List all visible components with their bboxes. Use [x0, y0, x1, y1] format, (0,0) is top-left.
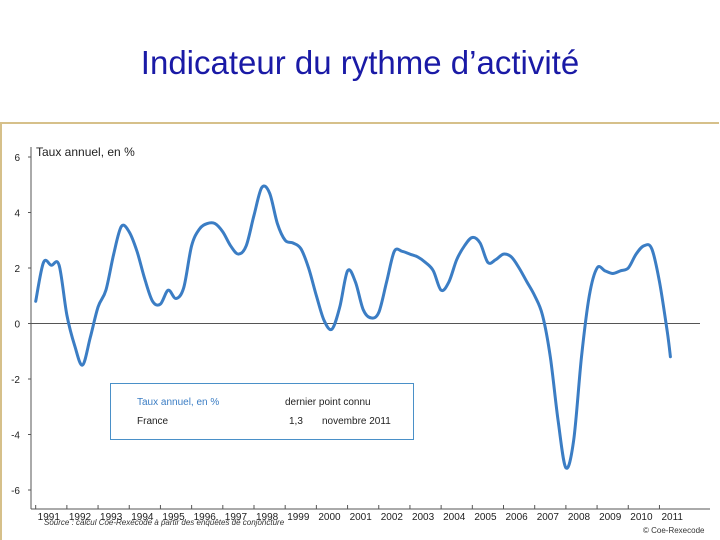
x-tick-label: 1996 — [194, 512, 217, 523]
x-tick-label: 1997 — [225, 512, 248, 523]
y-tick-label: -6 — [11, 486, 20, 497]
y-tick-label: 4 — [14, 209, 20, 220]
legend-last-date: novembre 2011 — [322, 416, 391, 427]
x-tick-label: 2002 — [381, 512, 404, 523]
x-tick-label: 2004 — [443, 512, 466, 523]
legend-header-last-point: dernier point connu — [285, 397, 371, 408]
copyright-credit: © Coe-Rexecode — [643, 526, 705, 535]
x-tick-label: 2009 — [599, 512, 622, 523]
slide-title: Indicateur du rythme d’activité — [140, 44, 580, 81]
source-note: Source : calcul Coe-Rexecode à partir de… — [44, 518, 285, 527]
x-tick-label: 2000 — [318, 512, 341, 523]
y-tick-label: -2 — [11, 375, 20, 386]
chart-frame — [0, 122, 719, 540]
legend-series-name: France — [137, 416, 169, 427]
y-tick-label: 6 — [14, 153, 20, 164]
x-tick-label: 1993 — [100, 512, 123, 523]
chart-axes — [30, 147, 710, 510]
y-tick-label: 2 — [14, 264, 20, 275]
x-tick-label: 1995 — [162, 512, 185, 523]
y-axis-label: Taux annuel, en % — [36, 145, 135, 159]
x-tick-label: 2011 — [661, 512, 683, 523]
x-tick-label: 2001 — [350, 512, 373, 523]
x-tick-label: 1992 — [69, 512, 92, 523]
x-tick-labels: 1991 1992 1993 1994 1995 1996 1997 1998 1999 2000… — [35, 505, 683, 523]
chart-series — [34, 184, 672, 470]
x-tick-label: 2010 — [630, 512, 653, 523]
y-tick-labels: 6 4 2 0 -2 -4 -6 — [11, 153, 31, 497]
series-line-france — [34, 184, 672, 470]
legend-header-series: Taux annuel, en % — [137, 397, 220, 408]
y-tick-label: -4 — [11, 431, 20, 442]
x-tick-label: 2003 — [412, 512, 435, 523]
x-tick-label: 2008 — [568, 512, 591, 523]
legend-last-value: 1,3 — [289, 416, 303, 427]
x-tick-label: 1998 — [256, 512, 279, 523]
x-tick-label: 1999 — [287, 512, 310, 523]
x-tick-label: 2007 — [537, 512, 560, 523]
legend-box: Taux annuel, en % dernier point connu Fr… — [110, 383, 414, 440]
x-tick-label: 2006 — [506, 512, 529, 523]
x-tick-label: 2005 — [474, 512, 497, 523]
x-tick-label: 1994 — [131, 512, 154, 523]
x-tick-label: 1991 — [38, 512, 61, 523]
y-tick-label: 0 — [14, 320, 20, 331]
